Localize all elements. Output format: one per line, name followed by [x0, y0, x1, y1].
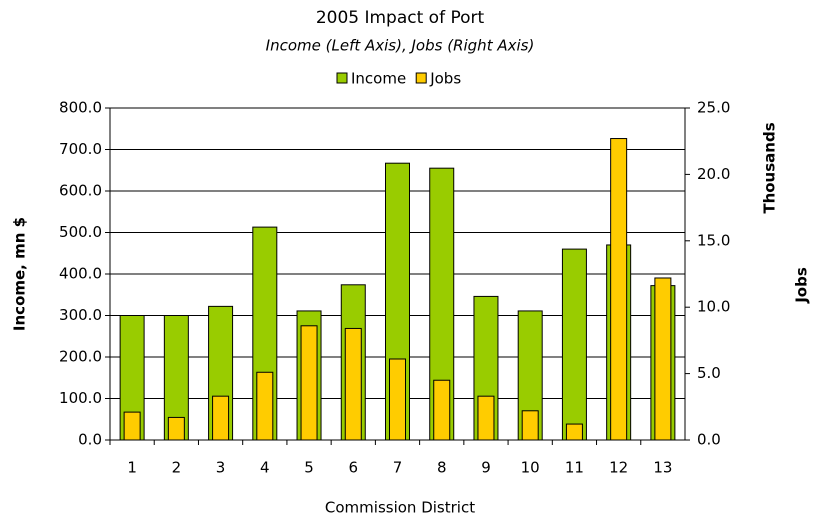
bar: [477, 395, 495, 441]
legend-label: Income: [351, 70, 406, 88]
y-tick-label: 500.0: [59, 223, 102, 241]
y2-tick-label: 5.0: [697, 364, 721, 382]
x-tick-label: 13: [653, 459, 672, 477]
y2-tick-label: 10.0: [697, 298, 730, 316]
x-tick-label: 10: [521, 459, 540, 477]
y-tick-label: 700.0: [59, 140, 102, 158]
bar: [389, 358, 406, 441]
y-axis-label: Income, mn $: [11, 217, 29, 331]
bar: [256, 371, 274, 441]
y-tick-label: 200.0: [59, 348, 102, 366]
y2-tick-label: 0.0: [697, 431, 721, 449]
y2-axis-label: Jobs: [793, 267, 811, 304]
y2-units-label: Thousands: [761, 122, 779, 213]
bar: [300, 325, 318, 441]
x-tick-label: 4: [260, 459, 270, 477]
x-axis-label: Commission District: [325, 499, 475, 517]
bar: [610, 138, 628, 441]
legend-label: Jobs: [429, 70, 461, 88]
y2-tick-label: 20.0: [697, 165, 730, 183]
y-tick-label: 300.0: [59, 306, 102, 324]
chart-subtitle: Income (Left Axis), Jobs (Right Axis): [266, 37, 535, 55]
x-tick-label: 8: [437, 459, 447, 477]
bar: [521, 410, 539, 441]
x-tick-label: 6: [348, 459, 358, 477]
x-tick-label: 3: [216, 459, 226, 477]
x-tick-label: 7: [393, 459, 403, 477]
y-tick-label: 400.0: [59, 265, 102, 283]
x-tick-label: 5: [304, 459, 314, 477]
bar: [433, 379, 451, 441]
y2-tick-label: 15.0: [697, 231, 730, 249]
y-tick-label: 600.0: [59, 182, 102, 200]
y-tick-label: 100.0: [59, 389, 102, 407]
x-tick-label: 12: [609, 459, 628, 477]
x-tick-label: 11: [565, 459, 584, 477]
bar: [561, 248, 587, 441]
bar: [565, 423, 583, 441]
bar: [167, 416, 185, 441]
legend-swatch: [336, 72, 348, 84]
x-tick-label: 9: [481, 459, 491, 477]
y-tick-label: 800.0: [59, 99, 102, 117]
legend-swatch: [415, 72, 427, 84]
x-tick-label: 1: [127, 459, 137, 477]
bar: [654, 277, 672, 441]
bar: [212, 395, 230, 441]
x-tick-label: 2: [172, 459, 182, 477]
y2-tick-label: 25.0: [697, 99, 730, 117]
bar: [344, 327, 362, 441]
chart-title: 2005 Impact of Port: [316, 8, 485, 28]
bar: [123, 411, 141, 441]
y-tick-label: 0.0: [78, 431, 102, 449]
